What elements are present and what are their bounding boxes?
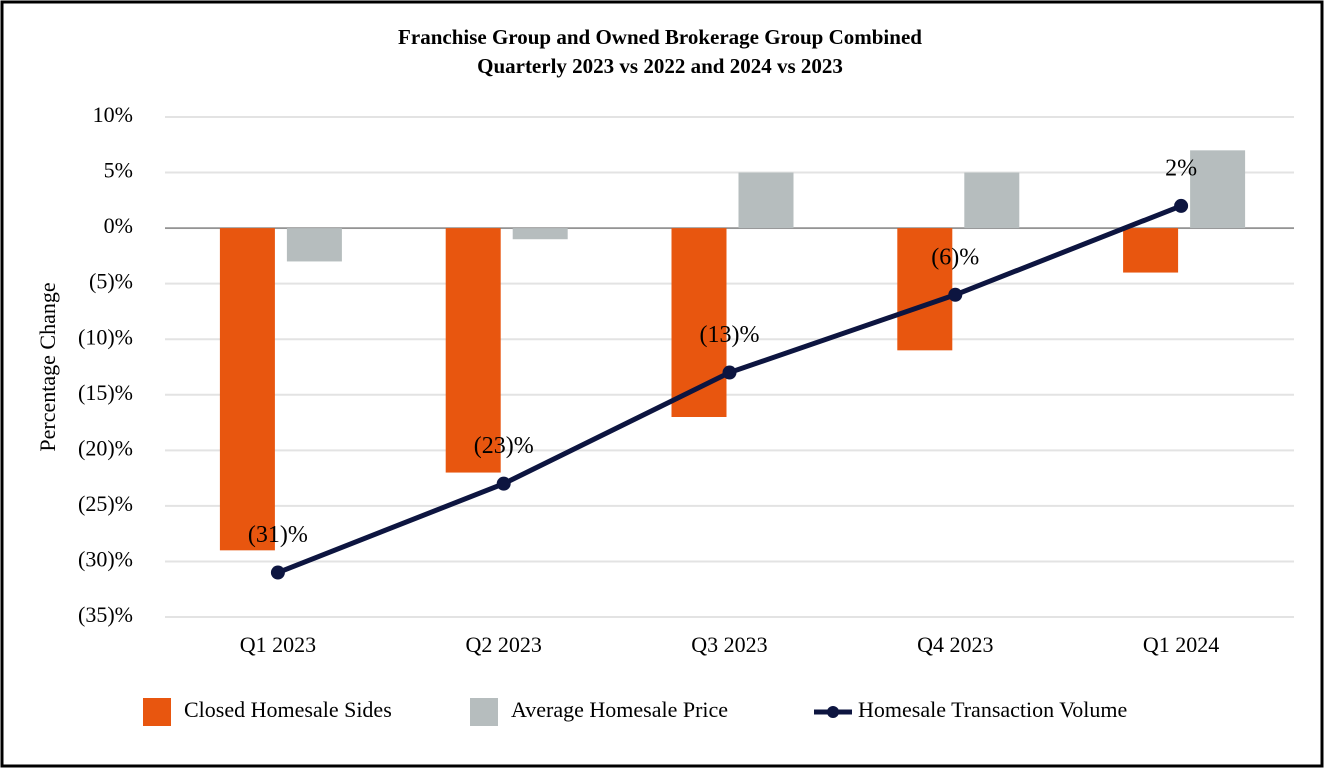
legend-swatch (470, 698, 498, 726)
data-label: (23)% (474, 433, 534, 459)
x-tick-label: Q2 2023 (466, 632, 542, 657)
y-tick-label: 10% (93, 102, 133, 127)
y-tick-label: (10)% (78, 324, 133, 349)
bar (964, 172, 1020, 229)
y-tick-label: (35)% (78, 602, 133, 627)
bar (445, 228, 501, 473)
y-tick-label: (20)% (78, 435, 133, 460)
line-point (722, 365, 737, 380)
x-tick-label: Q1 2023 (240, 632, 316, 657)
y-tick-label: 5% (104, 158, 133, 183)
bar (219, 228, 275, 551)
data-label: 2% (1165, 155, 1197, 181)
legend-label: Homesale Transaction Volume (858, 697, 1127, 722)
legend-label: Average Homesale Price (511, 697, 728, 722)
y-tick-label: (25)% (78, 491, 133, 516)
x-tick-label: Q3 2023 (691, 632, 767, 657)
x-tick-label: Q4 2023 (917, 632, 993, 657)
x-tick-label: Q1 2024 (1143, 632, 1219, 657)
data-label: (31)% (248, 522, 308, 548)
bar (286, 228, 342, 262)
data-label: (6)% (931, 244, 979, 270)
bar (1190, 150, 1246, 229)
legend-label: Closed Homesale Sides (184, 697, 392, 722)
y-axis-label: Percentage Change (35, 282, 60, 451)
y-tick-label: (15)% (78, 380, 133, 405)
y-tick-label: (30)% (78, 546, 133, 571)
bar (512, 228, 568, 240)
line-point (948, 287, 963, 302)
y-tick-label: 0% (104, 213, 133, 238)
bar (738, 172, 794, 229)
chart-subtitle: Quarterly 2023 vs 2022 and 2024 vs 2023 (477, 54, 843, 78)
line-point (496, 476, 511, 491)
line-point (270, 565, 285, 580)
bar (897, 228, 953, 351)
legend-swatch (143, 698, 171, 726)
legend-swatch (827, 706, 839, 718)
chart-title: Franchise Group and Owned Brokerage Grou… (398, 25, 922, 49)
line-point (1174, 198, 1189, 213)
bar (1123, 228, 1179, 273)
y-tick-label: (5)% (89, 269, 133, 294)
data-label: (13)% (700, 322, 760, 348)
